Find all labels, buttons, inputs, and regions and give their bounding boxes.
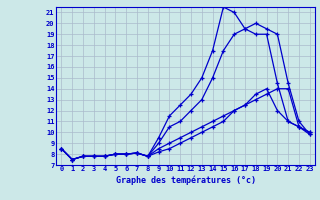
X-axis label: Graphe des températures (°c): Graphe des températures (°c) (116, 175, 256, 185)
